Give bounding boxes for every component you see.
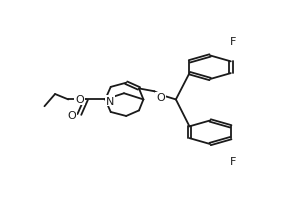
Text: O: O [75,95,84,105]
Text: O: O [156,93,165,103]
Text: F: F [230,37,237,47]
Text: O: O [67,110,76,120]
Text: F: F [230,156,237,166]
Text: N: N [106,96,115,106]
